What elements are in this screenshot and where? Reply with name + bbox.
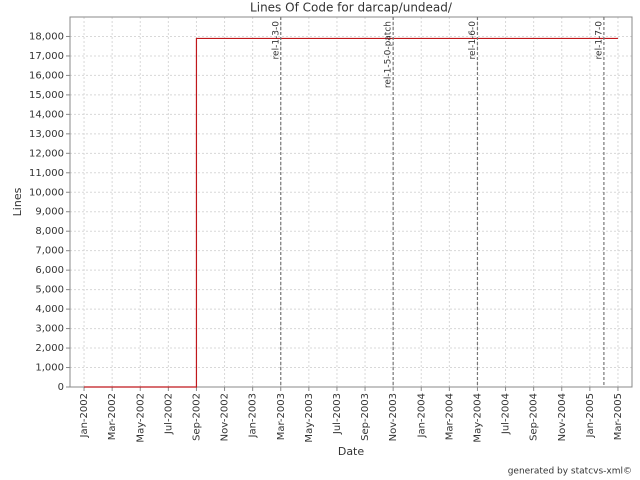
y-tick-label: 15,000 <box>29 90 64 101</box>
x-tick-label: Jul-2003 <box>332 393 343 435</box>
y-tick-label: 12,000 <box>29 148 64 159</box>
y-tick-label: 0 <box>58 382 64 393</box>
y-tick-label: 7,000 <box>35 246 64 257</box>
x-tick-label: Sep-2003 <box>360 393 371 441</box>
y-tick-label: 14,000 <box>29 109 64 120</box>
x-tick-label: Jul-2002 <box>163 393 174 435</box>
x-tick-label: Sep-2004 <box>529 393 540 441</box>
x-tick-label: Mar-2003 <box>276 393 287 440</box>
chart-title: Lines Of Code for darcap/undead/ <box>250 1 453 15</box>
y-tick-label: 3,000 <box>35 324 64 335</box>
y-tick-label: 13,000 <box>29 129 64 140</box>
footnote: generated by statcvs-xml© <box>508 467 632 477</box>
x-tick-label: Nov-2003 <box>388 393 399 441</box>
y-tick-label: 5,000 <box>35 285 64 296</box>
y-tick-label: 16,000 <box>29 70 64 81</box>
line <box>84 37 618 388</box>
x-tick-label: Jan-2004 <box>416 393 427 438</box>
x-tick-label: Nov-2004 <box>557 393 568 441</box>
y-tick-label: 18,000 <box>29 31 64 42</box>
y-tick-label: 1,000 <box>35 363 64 374</box>
x-tick-label: Mar-2005 <box>613 393 624 440</box>
x-tick-label: Jan-2002 <box>79 393 90 438</box>
x-tick-label: Jul-2004 <box>501 393 512 435</box>
tag-label: rel-1-7-0 <box>594 21 604 60</box>
tag-label: rel-1-5-0-patch <box>384 21 394 88</box>
plot-frame <box>69 16 633 388</box>
x-tick-label: Nov-2002 <box>220 393 231 441</box>
x-tick-label: May-2002 <box>135 393 146 443</box>
y-axis-label: Lines <box>11 187 24 216</box>
x-tick-label: May-2003 <box>304 393 315 443</box>
y-tick-label: 2,000 <box>35 343 64 354</box>
tag-label: rel-1-3-0 <box>271 21 281 60</box>
tag-label: rel-1-6-0 <box>468 21 478 60</box>
y-tick-label: 17,000 <box>29 51 64 62</box>
y-tick-label: 10,000 <box>29 187 64 198</box>
x-tick-label: Jan-2003 <box>248 393 259 438</box>
x-tick-label: Sep-2002 <box>191 393 202 441</box>
x-tick-label: Mar-2002 <box>107 393 118 440</box>
x-axis-label: Date <box>338 445 365 458</box>
y-tick-label: 4,000 <box>35 304 64 315</box>
x-tick-label: Mar-2004 <box>444 393 455 440</box>
y-tick-label: 8,000 <box>35 226 64 237</box>
y-tick-label: 11,000 <box>29 168 64 179</box>
x-tick-label: Jan-2005 <box>585 393 596 438</box>
x-tick-label: May-2004 <box>472 393 483 443</box>
y-tick-label: 9,000 <box>35 207 64 218</box>
y-tick-label: 6,000 <box>35 265 64 276</box>
